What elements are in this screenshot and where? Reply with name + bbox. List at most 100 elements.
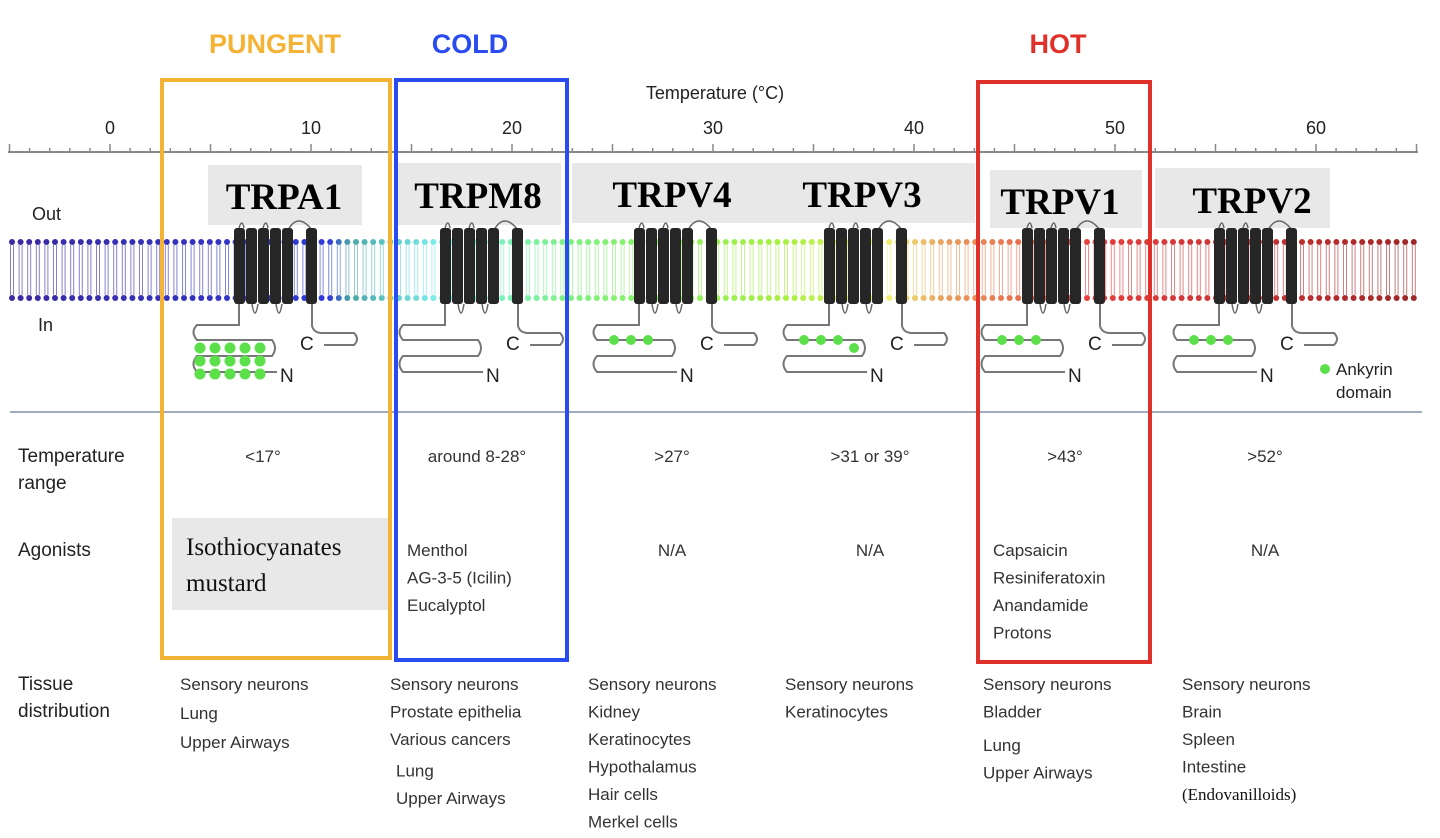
channel-name: TRPV2 [1192, 181, 1311, 222]
row-label-distribution: distribution [18, 701, 110, 722]
channel-name: TRPM8 [414, 176, 541, 217]
ankyrin-repeat [194, 368, 206, 380]
lipid-head [1195, 239, 1202, 245]
ankyrin-repeat [1031, 335, 1041, 345]
lipid-head [946, 239, 953, 245]
loop [444, 220, 519, 314]
lipid-head [963, 295, 970, 301]
lipid-head [1084, 239, 1090, 245]
lipid-head [138, 239, 144, 245]
lipid-head [619, 239, 626, 245]
lipid-head [980, 239, 987, 245]
lipid-head [731, 239, 738, 245]
lipid-head [559, 239, 566, 245]
lipid-head [1385, 239, 1391, 245]
lipid-head [1152, 239, 1159, 245]
lipid-head [808, 239, 815, 245]
column-trpv4: >27° N/A Sensory neurons Kidney Keratinocyte… [588, 447, 717, 832]
lipid-head [1376, 295, 1383, 301]
lipid-head [206, 239, 213, 245]
tissue-item: Various cancers [390, 730, 511, 749]
ankyrin-repeat [816, 335, 826, 345]
ankyrin-repeat [209, 355, 221, 367]
agonist: N/A [856, 541, 885, 560]
lipid-head [292, 239, 299, 245]
lipid-head [1385, 295, 1391, 301]
lipid-head [559, 295, 566, 301]
column-trpv3: >31 or 39° N/A Sensory neurons Keratinocyte… [785, 447, 914, 722]
ankyrin-repeat [239, 355, 251, 367]
lipid-head [1118, 239, 1125, 245]
temperature-range-value: >31 or 39° [830, 447, 909, 466]
tissue-item: Upper Airways [180, 733, 290, 752]
lipid-head [138, 295, 144, 301]
lipid-head [912, 295, 918, 301]
lipid-head [937, 239, 944, 245]
lipid-head [1350, 239, 1357, 245]
lipid-head [421, 239, 428, 245]
transmembrane-helix [860, 228, 871, 304]
lipid-head [920, 295, 927, 301]
lipid-head [998, 295, 1004, 301]
lipid-head [77, 239, 84, 245]
lipid-head [1273, 295, 1280, 301]
lipid-head [163, 295, 170, 301]
channel-table: <17° Isothiocyanates mustard Sensory neuron… [180, 447, 1311, 832]
lipid-head [533, 295, 540, 301]
channel-trpv4: TRPV4 CN [592, 175, 758, 387]
transmembrane-helix [872, 228, 883, 304]
temperature-range-value: around 8-28° [428, 447, 526, 466]
loop [1218, 220, 1293, 314]
lipid-head [301, 295, 308, 301]
lipid-head [430, 239, 437, 245]
n-terminus-label: N [680, 366, 694, 387]
lipid-head [370, 295, 377, 301]
c-terminus-label: C [890, 334, 904, 355]
tissue-item: Sensory neurons [588, 675, 717, 694]
lipid-head [1367, 295, 1374, 301]
lipid-head [791, 295, 798, 301]
axis-tick-label: 0 [105, 118, 115, 138]
channel-trpv3: TRPV3 CN [782, 175, 948, 387]
lipid-head [344, 295, 351, 301]
lipid-head [800, 295, 807, 301]
name-box-trpv2 [1155, 168, 1330, 228]
tissue-item: Upper Airways [396, 789, 506, 808]
lipid-head [224, 239, 230, 245]
lipid-head [1109, 295, 1116, 301]
axis-tick-label: 50 [1105, 118, 1125, 138]
transmembrane-helix [512, 228, 523, 304]
lipid-head [1393, 295, 1400, 301]
transmembrane-helix [246, 228, 257, 304]
c-terminal-tail [901, 304, 948, 346]
lipid-head [404, 239, 411, 245]
lipid-head [9, 239, 15, 245]
lipid-head [155, 239, 162, 245]
lipid-head [1118, 295, 1125, 301]
lipid-head [172, 239, 179, 245]
hot-box [976, 80, 1152, 664]
lipid-head [525, 295, 531, 301]
name-box-trpv4-trpv3 [572, 163, 975, 223]
lipid-head [95, 239, 101, 245]
ankyrin-repeat [224, 368, 236, 380]
lipid-head [1187, 295, 1194, 301]
transmembrane-helix [1046, 228, 1057, 304]
lipid-head [731, 295, 738, 301]
ankyrin-repeat [194, 342, 206, 354]
lipid-head [1299, 295, 1305, 301]
pungent-box [160, 78, 392, 660]
transmembrane-helix [670, 228, 681, 304]
lipid-head [413, 295, 420, 301]
legend-ankyrin-line1: Ankyrin [1336, 360, 1393, 379]
in-label: In [38, 315, 53, 335]
lipid-head [920, 239, 927, 245]
lipid-head [955, 239, 961, 245]
lipid-head [697, 295, 703, 301]
n-terminus-label: N [486, 366, 500, 387]
lipid-head [335, 295, 342, 301]
lipid-head [1135, 295, 1142, 301]
channel-name: TRPV1 [1000, 182, 1119, 223]
cell-membrane [9, 239, 1417, 301]
n-terminus-label: N [280, 366, 294, 387]
